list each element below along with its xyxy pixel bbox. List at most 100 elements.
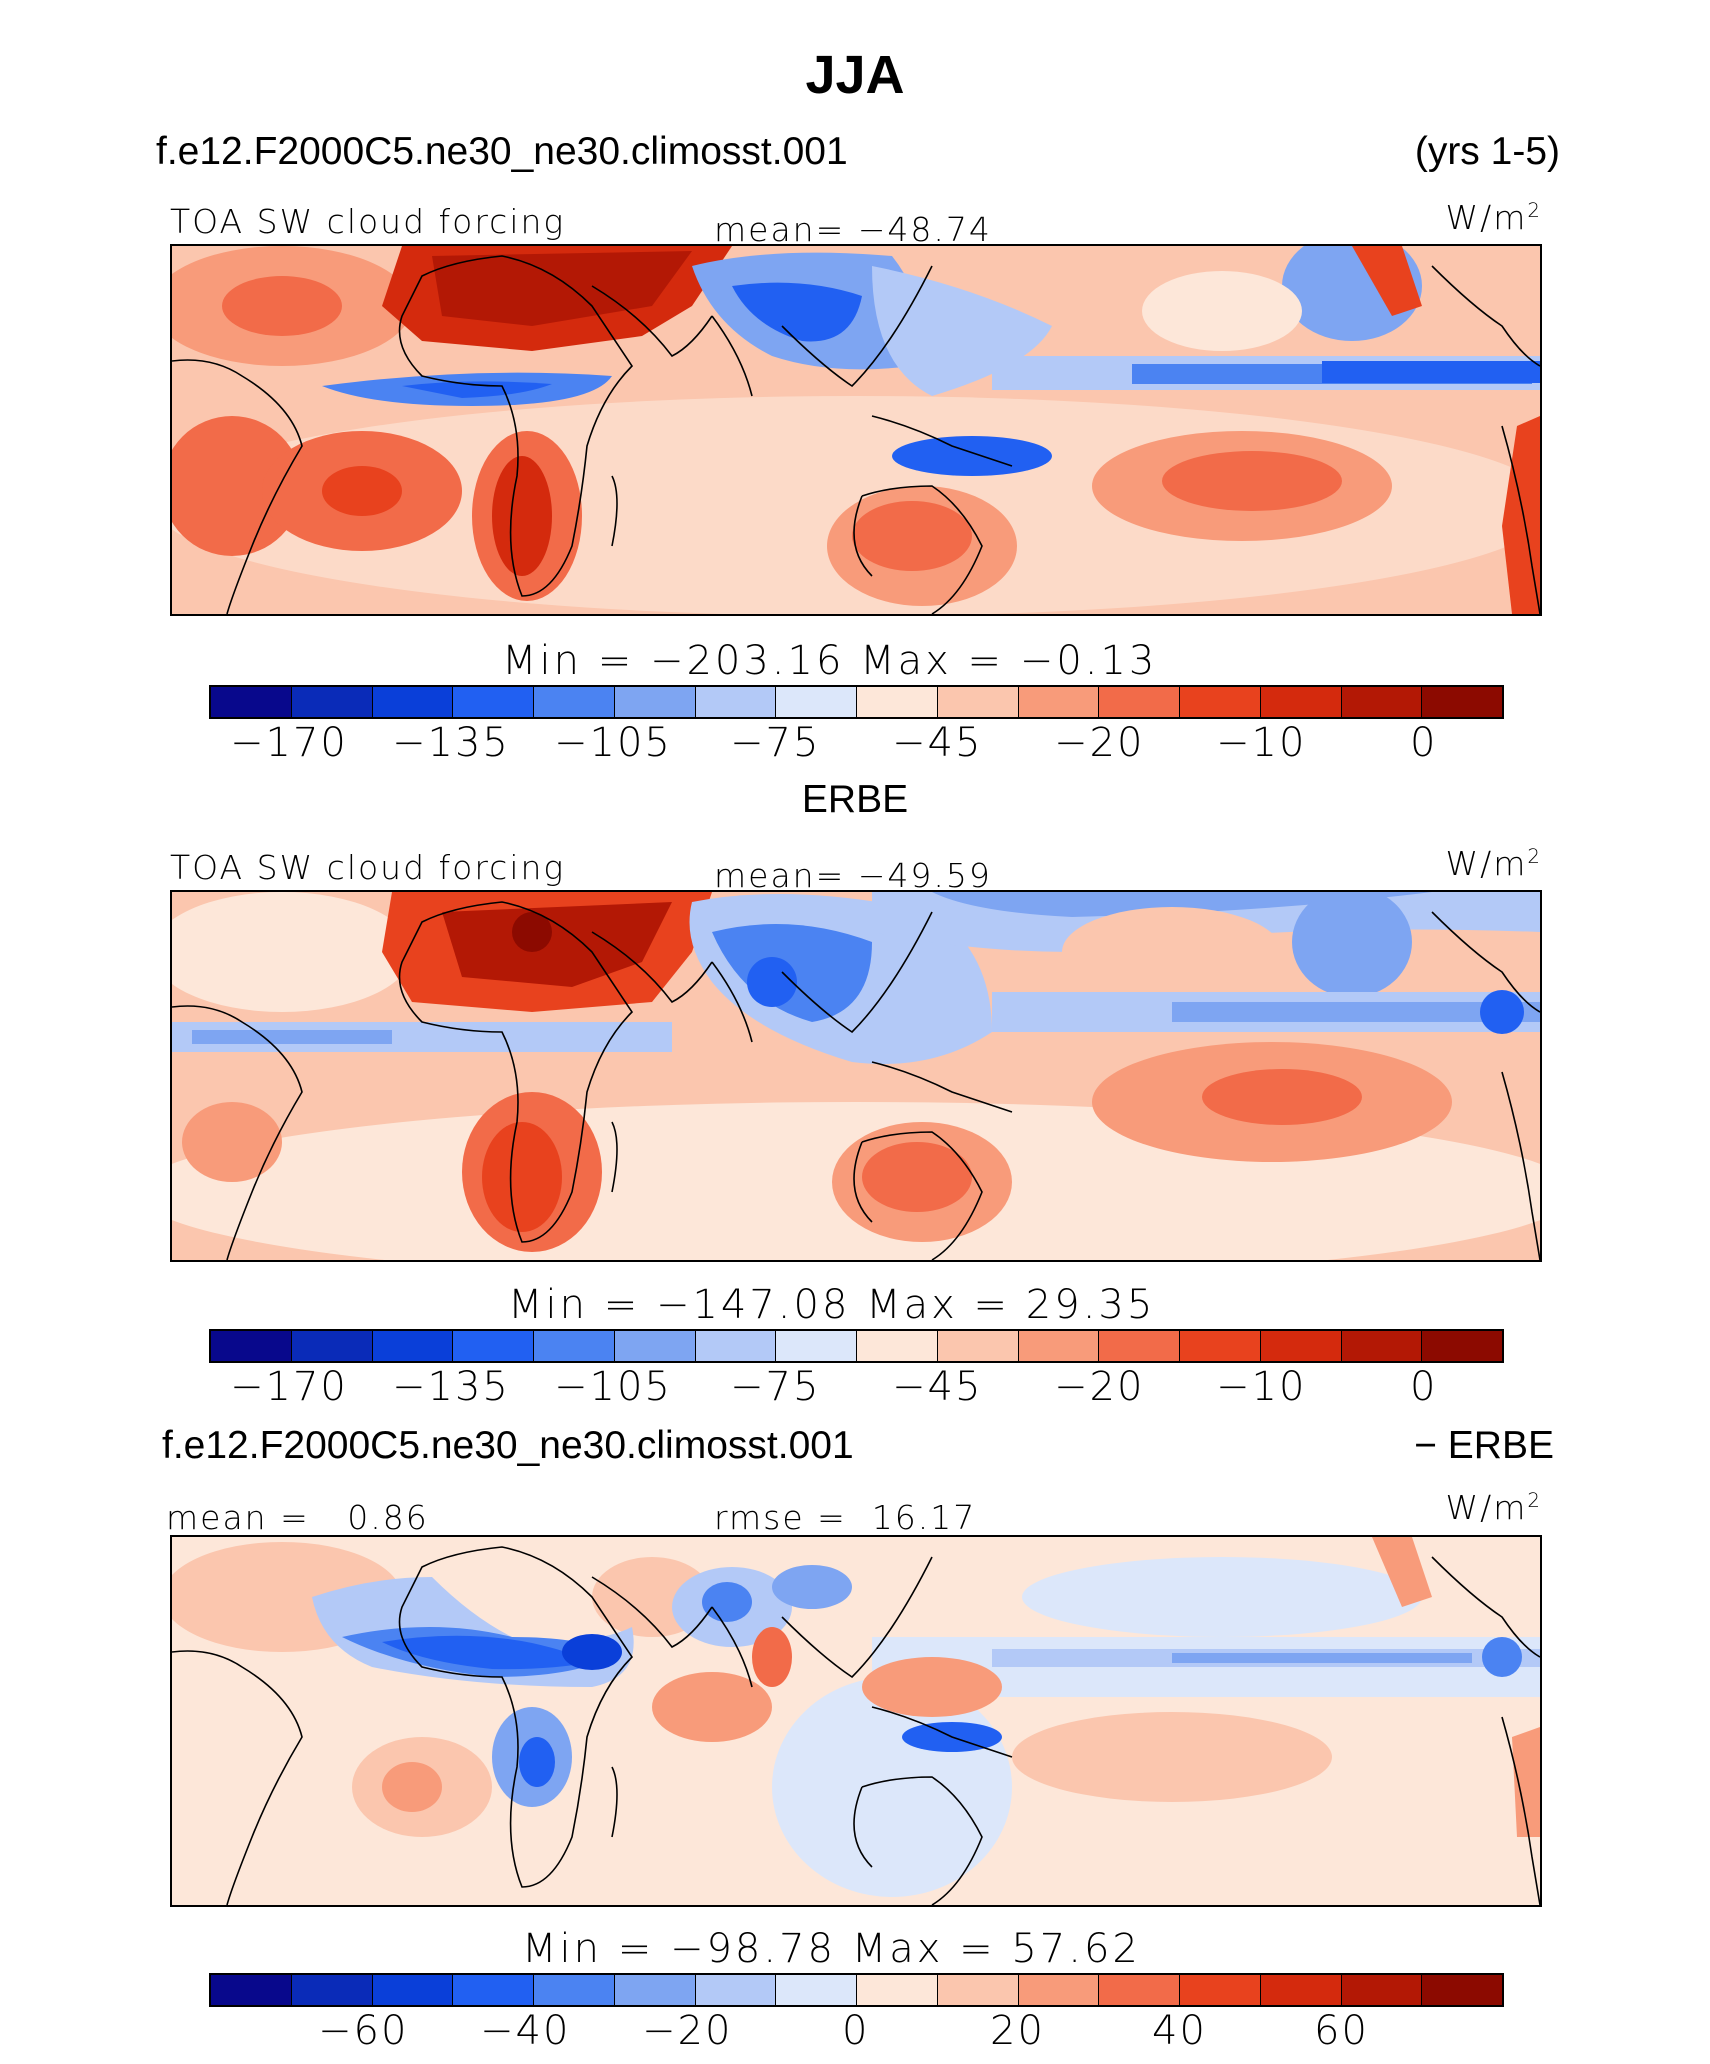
panel1-colorbar-box [453,687,534,717]
figure-title: JJA [805,45,905,105]
panel3-max-value: 57.62 [1011,1926,1141,1972]
panel1-mean: mean= −48.74 [714,210,992,249]
panel1-colorbar-box [1341,687,1423,717]
panel1-variable-label: TOA SW cloud forcing [170,202,566,241]
panel3-rmse-value: 16.17 [871,1498,977,1537]
panel1-colorbar-box [857,687,938,717]
panel2-map [170,890,1542,1262]
panel1-colorbar-box [291,687,373,717]
panel1-mean-value: −48.74 [857,210,992,249]
panel1-colorbar-box [534,687,615,717]
panel3-mean-label: mean = [166,1498,310,1537]
panel3-contour-svg [172,1537,1540,1905]
panel3-colorbar-box [776,1975,857,2005]
panel3-colorbar-box [372,1975,454,2005]
panel3-colorbar-box [937,1975,1019,2005]
panel3-tick-label: −20 [642,2008,733,2054]
panel1-colorbar-box [1180,687,1261,717]
panel2-colorbar-box [695,1331,777,1361]
panel2-colorbar [209,1329,1504,1363]
panel3-colorbar-box [1260,1975,1342,2005]
panel2-tick-label: −45 [892,1364,983,1410]
panel1-right-title: (yrs 1-5) [1414,130,1560,173]
panel2-colorbar-box [1099,1331,1180,1361]
panel1-colorbar-box [1099,687,1180,717]
panel2-units: W/m2 [1446,844,1543,883]
panel3-colorbar-box [1018,1975,1100,2005]
panel1-tick-label: −135 [392,720,510,766]
panel1-tick-label: 0 [1410,720,1438,766]
panel2-colorbar-box [1341,1331,1423,1361]
panel2-units-base: W/m [1445,844,1528,883]
panel2-case-title: ERBE [801,778,909,821]
panel2-max-label: Max [866,1282,958,1328]
panel3-colorbar-box [211,1975,292,2005]
panel3-colorbar-box [1099,1975,1180,2005]
panel3-rmse-label: rmse = [714,1498,847,1537]
panel3-mean-value: 0.86 [347,1498,429,1537]
panel1-colorbar-box [1422,687,1502,717]
panel1-contour-svg [172,246,1540,614]
panel3-max-label: Max [851,1926,944,1972]
panel2-colorbar-box [1260,1331,1342,1361]
panel3-mean: mean = 0.86 [166,1498,429,1537]
panel2-colorbar-box [291,1331,373,1361]
panel2-mean-value: −49.59 [857,856,992,895]
panel3-colorbar-box [695,1975,777,2005]
panel2-tick-label: 0 [1410,1364,1438,1410]
panel1-max-label: Max [860,638,952,684]
panel3-colorbar [209,1973,1504,2007]
panel1-tick-label: −10 [1216,720,1307,766]
panel3-right-title: − ERBE [1414,1424,1554,1467]
panel2-minmax: Min = −147.08 Max = 29.35 [508,1282,1156,1328]
panel1-colorbar-box [937,687,1019,717]
panel2-units-exp: 2 [1527,845,1542,868]
panel1-min-value: −203.16 [649,638,845,684]
panel1-tick-label: −75 [730,720,821,766]
panel2-colorbar-box [211,1331,292,1361]
panel3-min-value: −98.78 [669,1926,836,1972]
panel3-units: W/m2 [1446,1488,1543,1527]
panel1-units-exp: 2 [1527,199,1542,222]
panel2-tick-label: −10 [1216,1364,1307,1410]
panel3-colorbar-box [291,1975,373,2005]
panel1-units: W/m2 [1446,198,1543,237]
panel1-mean-label: mean= [714,210,846,249]
panel3-colorbar-box [857,1975,938,2005]
panel3-map [170,1535,1542,1907]
panel3-colorbar-box [1341,1975,1423,2005]
panel2-tick-label: −75 [730,1364,821,1410]
panel1-max-value: −0.13 [1019,638,1158,684]
panel3-min-label: Min [522,1926,602,1972]
panel1-tick-label: −170 [230,720,348,766]
panel2-colorbar-box [372,1331,454,1361]
panel2-min-value: −147.08 [655,1282,851,1328]
panel2-colorbar-box [776,1331,857,1361]
panel1-tick-label: −20 [1054,720,1145,766]
panel3-tick-label: 60 [1314,2008,1369,2054]
panel1-case-title: f.e12.F2000C5.ne30_ne30.climosst.001 [156,130,848,173]
panel2-tick-label: −105 [554,1364,672,1410]
panel3-colorbar-box [614,1975,696,2005]
panel1-map [170,244,1542,616]
panel2-variable-label: TOA SW cloud forcing [170,848,566,887]
panel3-tick-label: 0 [842,2008,870,2054]
panel2-colorbar-box [1180,1331,1261,1361]
panel1-min-label: Min [502,638,582,684]
panel2-tick-label: −135 [392,1364,510,1410]
panel2-colorbar-box [614,1331,696,1361]
panel3-minmax: Min = −98.78 Max = 57.62 [522,1926,1141,1972]
panel2-contour-svg [172,892,1540,1260]
panel2-mean-label: mean= [714,856,846,895]
panel2-mean: mean= −49.59 [714,856,992,895]
panel3-colorbar-box [1180,1975,1261,2005]
panel3-units-base: W/m [1445,1488,1528,1527]
panel3-case-title: f.e12.F2000C5.ne30_ne30.climosst.001 [162,1424,854,1467]
panel1-colorbar-box [776,687,857,717]
panel1-colorbar-box [211,687,292,717]
panel2-colorbar-box [1422,1331,1502,1361]
panel2-colorbar-box [1018,1331,1100,1361]
panel2-colorbar-box [534,1331,615,1361]
panel1-colorbar-box [614,687,696,717]
panel3-colorbar-box [1422,1975,1502,2005]
